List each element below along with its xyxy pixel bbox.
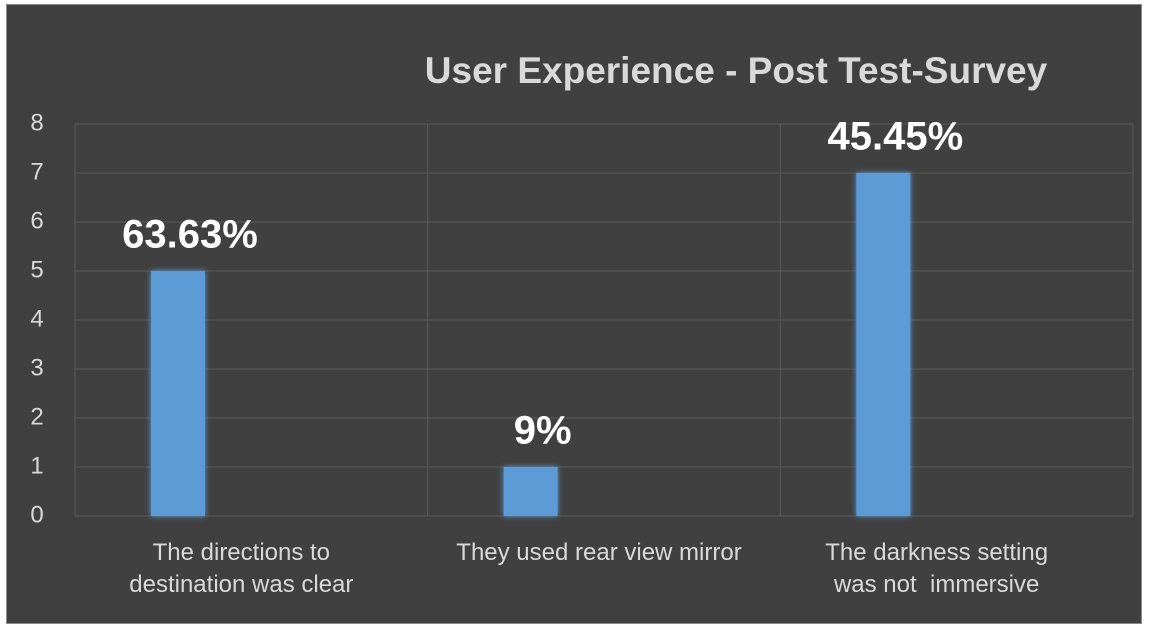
y-tick-label: 8 — [30, 109, 43, 136]
annotation: 63.63% — [122, 213, 258, 257]
y-tick-label: 1 — [30, 452, 43, 479]
y-tick-label: 3 — [30, 354, 43, 381]
chart: User Experience - Post Test-Survey 0 1 2 3 4… — [30, 50, 1134, 528]
y-tick-label: 7 — [30, 158, 43, 185]
y-tick-label: 4 — [30, 305, 43, 332]
bar — [503, 467, 558, 516]
x-tick-label: The darkness setting was not immersive — [825, 539, 1055, 598]
x-tick-label: The directions to destination was clear — [129, 539, 354, 598]
y-tick-label: 6 — [30, 207, 43, 234]
bar — [856, 173, 911, 516]
x-tick-label: They used rear view mirror — [456, 539, 742, 566]
chart-frame: User Experience - Post Test-Survey 0 1 2 3 4… — [6, 4, 1142, 624]
y-tick-label: 2 — [30, 403, 43, 430]
y-tick-label: 5 — [30, 256, 43, 283]
annotation: 45.45% — [827, 115, 963, 159]
y-tick-label: 0 — [30, 501, 43, 528]
bar — [151, 271, 205, 516]
annotation: 9% — [514, 409, 572, 453]
chart-title: User Experience - Post Test-Survey — [425, 50, 1048, 91]
